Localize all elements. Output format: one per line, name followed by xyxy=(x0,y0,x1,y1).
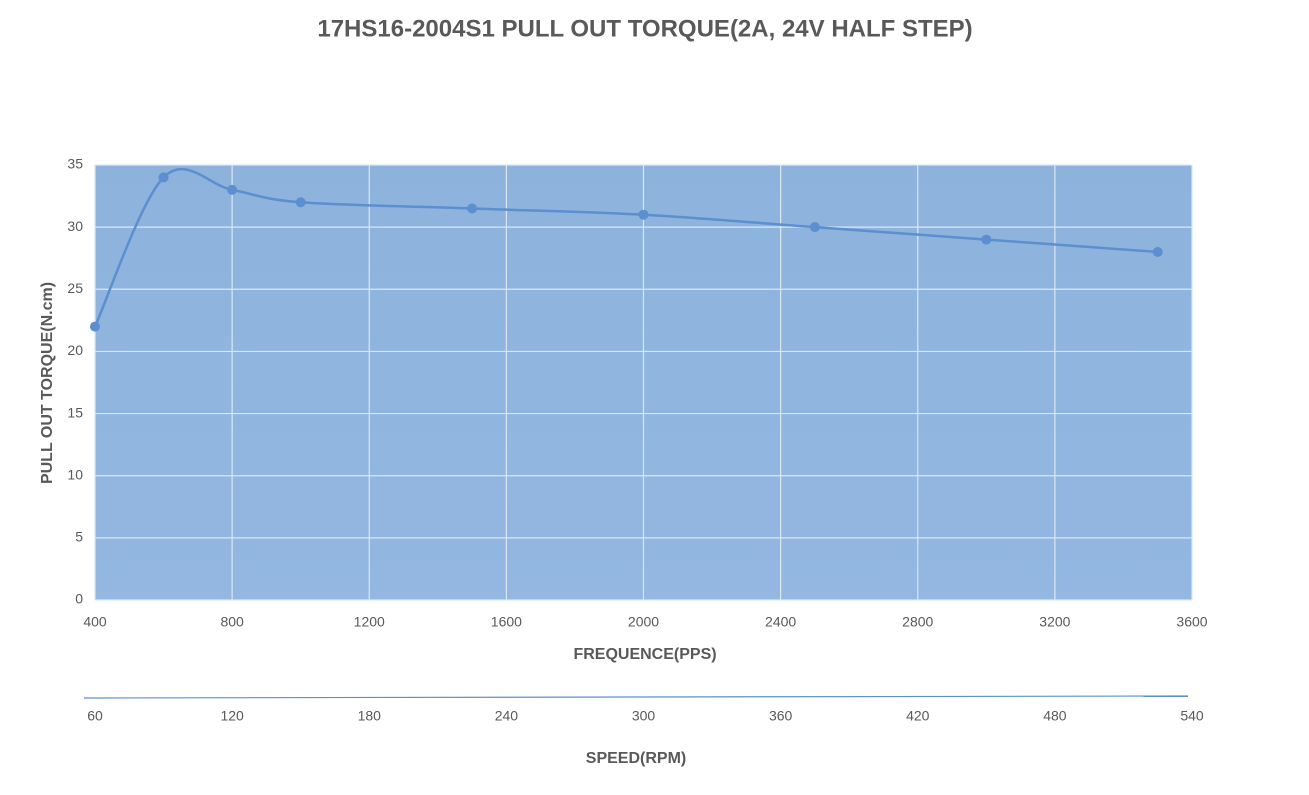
x-tick-label: 800 xyxy=(220,614,244,630)
y-axis-title: PULL OUT TORQUE(N.cm) xyxy=(39,282,56,484)
data-point xyxy=(90,321,100,332)
data-point xyxy=(227,184,238,195)
x-tick-label: 1200 xyxy=(354,614,385,630)
x-tick-label: 400 xyxy=(83,614,107,630)
x2-tick-label: 300 xyxy=(632,708,656,724)
x2-axis-line xyxy=(83,695,1189,699)
x2-tick-label: 480 xyxy=(1043,708,1067,724)
y-tick-label: 20 xyxy=(67,342,83,358)
x2-tick-label: 60 xyxy=(87,708,103,724)
data-line xyxy=(93,168,1158,328)
x2-axis-title: SPEED(RPM) xyxy=(586,750,686,767)
x-tick-label: 1600 xyxy=(491,614,522,630)
x-tick-label: 2400 xyxy=(765,614,796,630)
data-point xyxy=(467,203,478,214)
data-point xyxy=(158,172,169,183)
y-tick-label: 35 xyxy=(67,156,83,172)
y-tick-label: 30 xyxy=(67,218,83,234)
y-tick-label: 10 xyxy=(67,466,83,482)
x2-tick-label: 360 xyxy=(769,708,793,724)
chart-title: 17HS16-2004S1 PULL OUT TORQUE(2A, 24V HA… xyxy=(317,15,972,42)
y-tick-label: 25 xyxy=(67,280,83,296)
data-point xyxy=(638,209,649,220)
x-tick-label: 2800 xyxy=(902,614,933,630)
x-tick-label: 3600 xyxy=(1176,614,1207,630)
x-tick-label: 3200 xyxy=(1039,614,1070,630)
x2-tick-label: 540 xyxy=(1180,708,1204,724)
y-tick-label: 15 xyxy=(67,404,83,420)
x2-tick-label: 120 xyxy=(220,708,244,724)
data-point xyxy=(809,222,820,233)
x-tick-label: 2000 xyxy=(628,614,659,630)
x2-tick-label: 420 xyxy=(906,708,930,724)
data-point xyxy=(1152,247,1163,257)
y-tick-label: 5 xyxy=(75,529,83,545)
x-axis-title: FREQUENCE(PPS) xyxy=(573,646,716,663)
y-tick-label: 0 xyxy=(75,591,83,607)
x2-tick-label: 180 xyxy=(358,708,382,724)
x2-tick-label: 240 xyxy=(495,708,519,724)
data-point xyxy=(981,234,992,245)
data-point xyxy=(295,197,306,208)
